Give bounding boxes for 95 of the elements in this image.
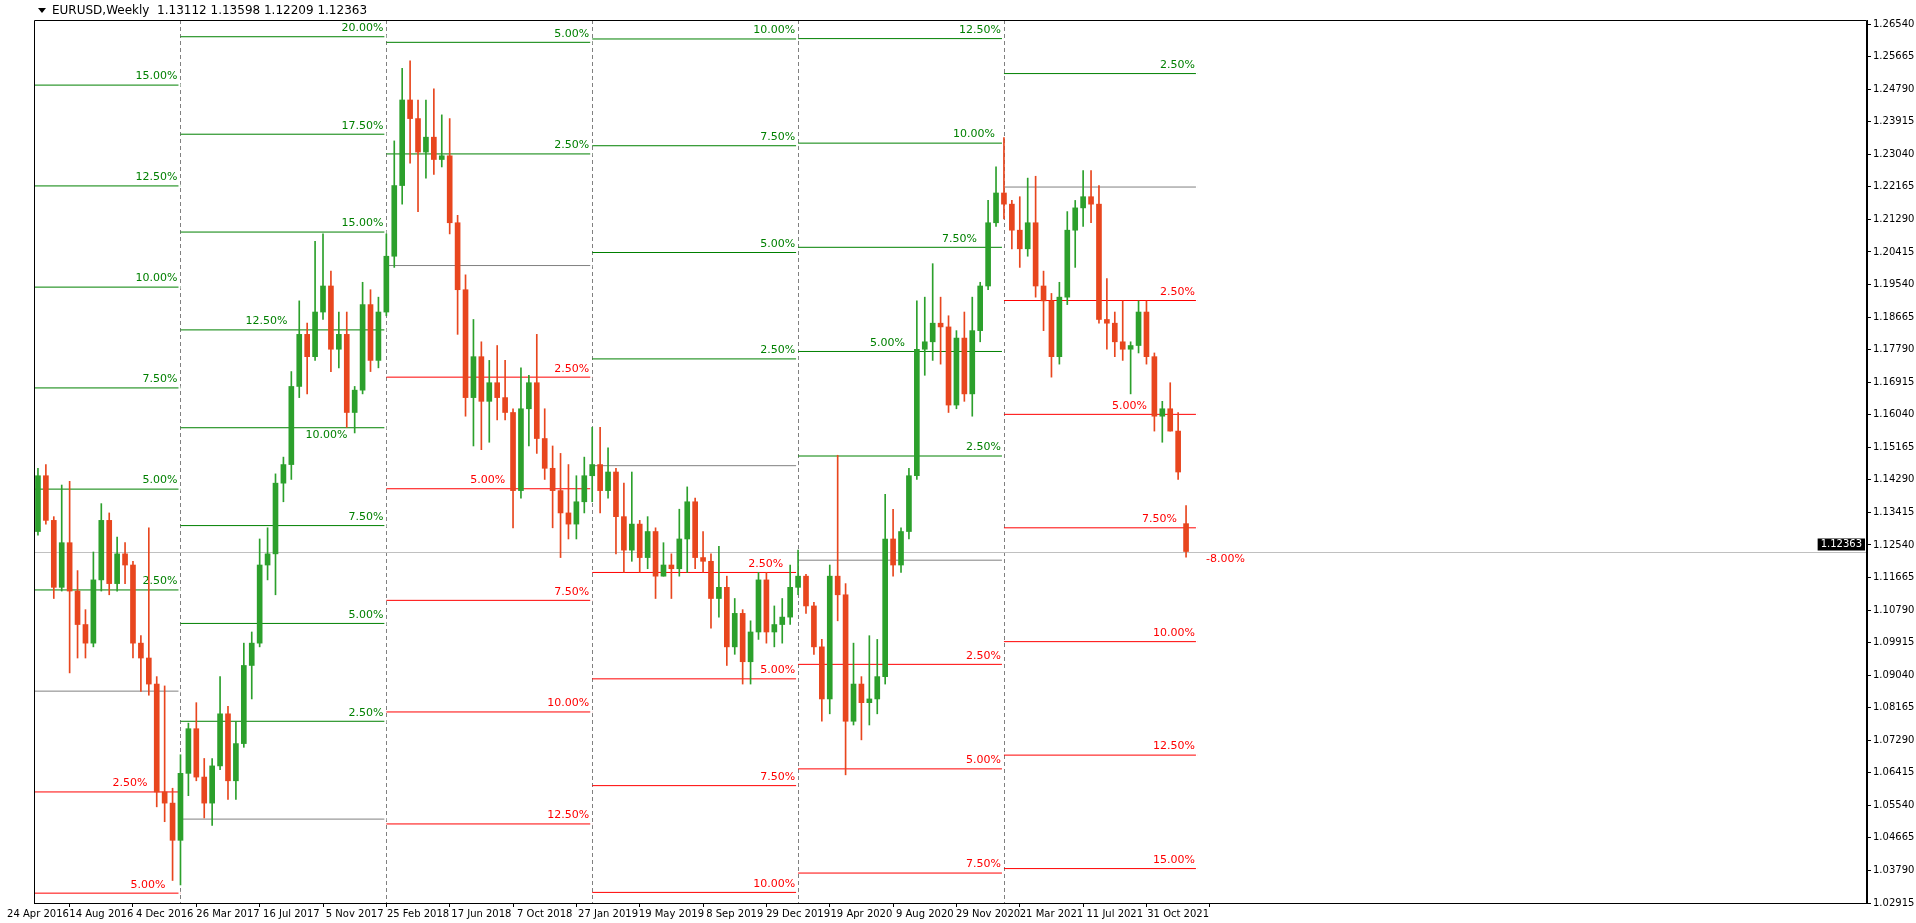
series-label: 5.00% xyxy=(870,335,905,349)
series-label: 7.50% xyxy=(942,231,977,245)
x-tick-label: 31 Oct 2021 xyxy=(1147,907,1210,919)
series-label: 7.50% xyxy=(348,509,384,523)
series-label: 10.00% xyxy=(1152,626,1195,640)
x-tick-label: 9 Aug 2020 xyxy=(895,907,954,919)
y-tick-label: 1.09915 xyxy=(1873,636,1915,648)
series-label: 5.00% xyxy=(1111,398,1147,412)
x-tick-label: 26 Mar 2017 xyxy=(196,907,260,919)
series-label: 7.50% xyxy=(554,584,590,598)
series-label: 15.00% xyxy=(135,69,178,83)
x-tick-label: 14 Aug 2016 xyxy=(69,907,134,919)
series-label: 5.00% xyxy=(470,473,506,487)
x-tick-label: 8 Sep 2019 xyxy=(706,907,764,919)
x-tick-label: 7 Oct 2018 xyxy=(516,907,573,919)
y-tick-label: 1.17790 xyxy=(1873,343,1915,355)
y-tick-label: 1.09040 xyxy=(1873,668,1915,680)
y-tick-label: 1.19540 xyxy=(1873,278,1915,290)
series-label: 5.00% xyxy=(760,236,796,250)
x-tick-label: 4 Dec 2016 xyxy=(135,907,194,919)
y-tick-label: 1.13415 xyxy=(1873,505,1915,517)
y-tick-label: 1.18665 xyxy=(1873,310,1915,322)
series-label: 5.00% xyxy=(554,26,590,40)
series-label: 10.00% xyxy=(753,876,796,890)
series-label: 2.50% xyxy=(966,648,1001,662)
series-label: 12.50% xyxy=(245,314,288,328)
series-label: 10.00% xyxy=(547,696,590,710)
y-tick-label: 1.16915 xyxy=(1873,375,1915,387)
series-label: 5.00% xyxy=(142,473,178,487)
series-label: 2.50% xyxy=(112,776,148,790)
series-label: 2.50% xyxy=(748,556,784,570)
series-label: 10.00% xyxy=(305,428,348,442)
x-tick-label: 5 Nov 2017 xyxy=(325,907,384,919)
y-tick-label: 1.04665 xyxy=(1873,831,1915,843)
series-label: 5.00% xyxy=(348,607,384,621)
x-tick-label: 16 Jul 2017 xyxy=(263,907,320,919)
x-tick-label: 24 Apr 2016 xyxy=(7,907,69,919)
series-label: 5.00% xyxy=(130,877,166,891)
series-label: 12.50% xyxy=(959,22,1001,36)
series-label: 2.50% xyxy=(348,705,384,719)
x-tick-label: 25 Feb 2018 xyxy=(386,907,450,919)
y-tick-label: 1.05540 xyxy=(1873,798,1915,810)
series-label: 7.50% xyxy=(760,130,796,144)
annotation: -8.00% xyxy=(1205,551,1245,565)
series-label: 5.00% xyxy=(760,663,796,677)
y-tick-label: 1.12540 xyxy=(1873,538,1915,550)
series-label: 15.00% xyxy=(1152,852,1195,866)
y-tick-label: 1.23915 xyxy=(1873,115,1915,127)
y-tick-label: 1.20415 xyxy=(1873,245,1915,257)
y-tick-label: 1.25665 xyxy=(1873,50,1915,62)
series-label: 7.50% xyxy=(1141,512,1177,526)
series-label: 12.50% xyxy=(1152,739,1195,753)
y-tick-label: 1.02915 xyxy=(1873,896,1915,908)
y-tick-label: 1.22165 xyxy=(1873,180,1915,192)
x-tick-label: 21 Mar 2021 xyxy=(1019,907,1084,919)
x-tick-label: 19 May 2019 xyxy=(638,907,704,919)
series-label: 10.00% xyxy=(953,127,995,141)
y-tick-label: 1.16040 xyxy=(1873,408,1915,420)
series-label: 2.50% xyxy=(554,138,590,152)
y-tick-label: 1.08165 xyxy=(1873,701,1915,713)
x-tick-label: 19 Apr 2020 xyxy=(830,907,893,919)
series-label: 2.50% xyxy=(966,440,1001,454)
series-label: 20.00% xyxy=(341,21,384,35)
y-tick-label: 1.23040 xyxy=(1873,147,1915,159)
chart-title: EURUSD,Weekly 1.13112 1.13598 1.12209 1.12363 xyxy=(52,3,368,17)
series-label: 12.50% xyxy=(547,808,590,822)
series-label: 10.00% xyxy=(753,23,796,37)
y-tick-label: 1.15165 xyxy=(1873,440,1915,452)
series-label: 2.50% xyxy=(1159,57,1195,71)
series-label: 7.50% xyxy=(142,372,178,386)
y-tick-label: 1.14290 xyxy=(1873,473,1915,485)
y-tick-label: 1.26540 xyxy=(1873,17,1915,29)
series-label: 2.50% xyxy=(554,361,590,375)
y-tick-label: 1.10790 xyxy=(1873,603,1915,615)
series-label: 5.00% xyxy=(966,753,1001,767)
y-tick-label: 1.24790 xyxy=(1873,82,1915,94)
ref-line-label: 1.12363 xyxy=(1820,538,1863,550)
y-tick-label: 1.21290 xyxy=(1873,213,1915,224)
series-label: 7.50% xyxy=(966,857,1001,871)
x-tick-label: 27 Jan 2019 xyxy=(578,907,639,919)
series-label: 7.50% xyxy=(760,769,796,783)
y-tick-label: 1.06415 xyxy=(1873,766,1915,778)
x-tick-label: 11 Jul 2021 xyxy=(1086,907,1144,919)
y-tick-label: 1.03790 xyxy=(1873,864,1915,876)
y-tick-label: 1.11665 xyxy=(1873,571,1915,583)
series-label: 12.50% xyxy=(135,170,178,184)
series-label: 15.00% xyxy=(341,216,384,230)
x-tick-label: 29 Nov 2020 xyxy=(956,907,1021,919)
series-label: 2.50% xyxy=(1159,284,1195,298)
x-tick-label: 29 Dec 2019 xyxy=(766,907,831,919)
series-label: 10.00% xyxy=(135,271,178,285)
series-label: 2.50% xyxy=(760,343,796,357)
x-tick-label: 17 Jun 2018 xyxy=(451,907,512,919)
series-label: 17.50% xyxy=(341,118,384,132)
y-tick-label: 1.07290 xyxy=(1873,733,1915,745)
